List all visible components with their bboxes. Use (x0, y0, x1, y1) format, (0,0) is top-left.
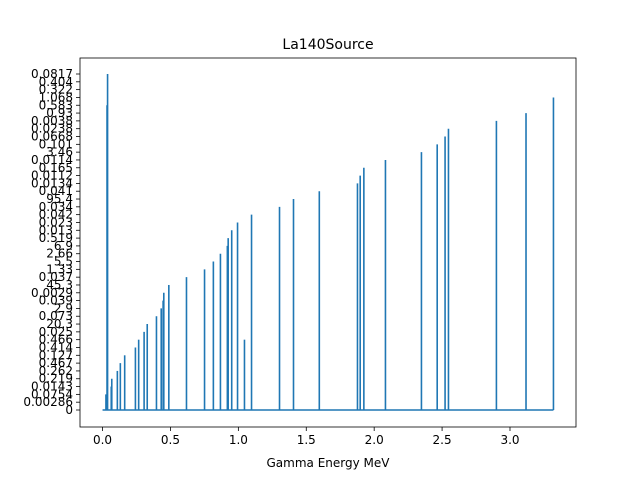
x-tick-label-0: 0.0 (93, 433, 112, 447)
y-tick-label-43: 0.0817 (31, 67, 73, 81)
y-tick-label-11: 20.3 (46, 317, 73, 331)
y-tick-label-10: 0.025 (39, 325, 73, 339)
y-tick-label-14: 0.039 (39, 294, 73, 308)
x-tick-label-6: 3.0 (500, 433, 519, 447)
y-tick-label-18: 1.33 (46, 262, 73, 276)
y-tick-label-36: 0.0238 (31, 122, 73, 136)
y-tick-label-20: 2.66 (46, 247, 73, 261)
y-tick-label-6: 0.467 (39, 356, 73, 370)
y-tick-label-5: 0.262 (39, 364, 73, 378)
y-tick-label-37: 0.0038 (31, 114, 73, 128)
y-tick-label-15: 0.0029 (31, 286, 73, 300)
y-tick-label-42: 0.404 (39, 75, 73, 89)
y-tick-label-24: 0.023 (39, 215, 73, 229)
x-tick-label-3: 1.5 (297, 433, 316, 447)
plot-frame (79, 57, 577, 428)
y-tick-label-16: 45.3 (46, 278, 73, 292)
y-tick-label-35: 0.0668 (31, 130, 73, 144)
y-axis: 00.002860.07540.01430.2190.2620.4670.127… (23, 67, 80, 417)
y-tick-label-13: 2.9 (54, 301, 73, 315)
y-tick-label-32: 0.0114 (31, 153, 73, 167)
y-tick-label-4: 0.219 (39, 372, 73, 386)
y-tick-label-17: 0.037 (39, 270, 73, 284)
y-tick-label-39: 0.583 (39, 98, 73, 112)
y-tick-label-7: 0.127 (39, 348, 73, 362)
y-tick-label-19: 5.5 (54, 255, 73, 269)
x-tick-label-4: 2.0 (365, 433, 384, 447)
y-tick-label-23: 0.013 (39, 223, 73, 237)
y-tick-label-1: 0.00286 (23, 395, 73, 409)
chart-title: La140Source (282, 37, 373, 53)
y-tick-label-2: 0.0754 (31, 387, 73, 401)
y-tick-label-21: 6.9 (54, 239, 73, 253)
spectrum-series (105, 74, 555, 410)
y-tick-label-31: 0.165 (39, 161, 73, 175)
y-tick-label-27: 95.4 (46, 192, 73, 206)
y-tick-label-40: 1.068 (39, 90, 73, 104)
x-axis: 0.0 0.5 1.0 1.5 2.0 2.5 3.0 (93, 427, 520, 447)
x-axis-label: Gamma Energy MeV (267, 456, 391, 470)
x-tick-label-1: 0.5 (161, 433, 180, 447)
y-tick-label-25: 0.042 (39, 208, 73, 222)
x-tick-label-5: 2.5 (433, 433, 452, 447)
y-tick-label-30: 0.0112 (31, 169, 73, 183)
x-tick-label-2: 1.0 (229, 433, 248, 447)
y-tick-label-33: 3.46 (46, 145, 73, 159)
y-tick-label-8: 0.414 (39, 340, 73, 354)
y-tick-label-22: 0.519 (39, 231, 73, 245)
y-tick-label-12: 0.073 (39, 309, 73, 323)
y-tick-label-29: 0.0134 (31, 176, 73, 190)
y-tick-label-34: 0.101 (39, 137, 73, 151)
y-tick-label-0: 0 (65, 403, 73, 417)
y-tick-label-41: 0.322 (39, 83, 73, 97)
y-tick-label-9: 0.466 (39, 333, 73, 347)
y-tick-label-26: 0.034 (39, 200, 73, 214)
y-tick-label-3: 0.0143 (31, 380, 73, 394)
y-tick-label-38: 0.93 (46, 106, 73, 120)
y-tick-label-28: 0.041 (39, 184, 73, 198)
